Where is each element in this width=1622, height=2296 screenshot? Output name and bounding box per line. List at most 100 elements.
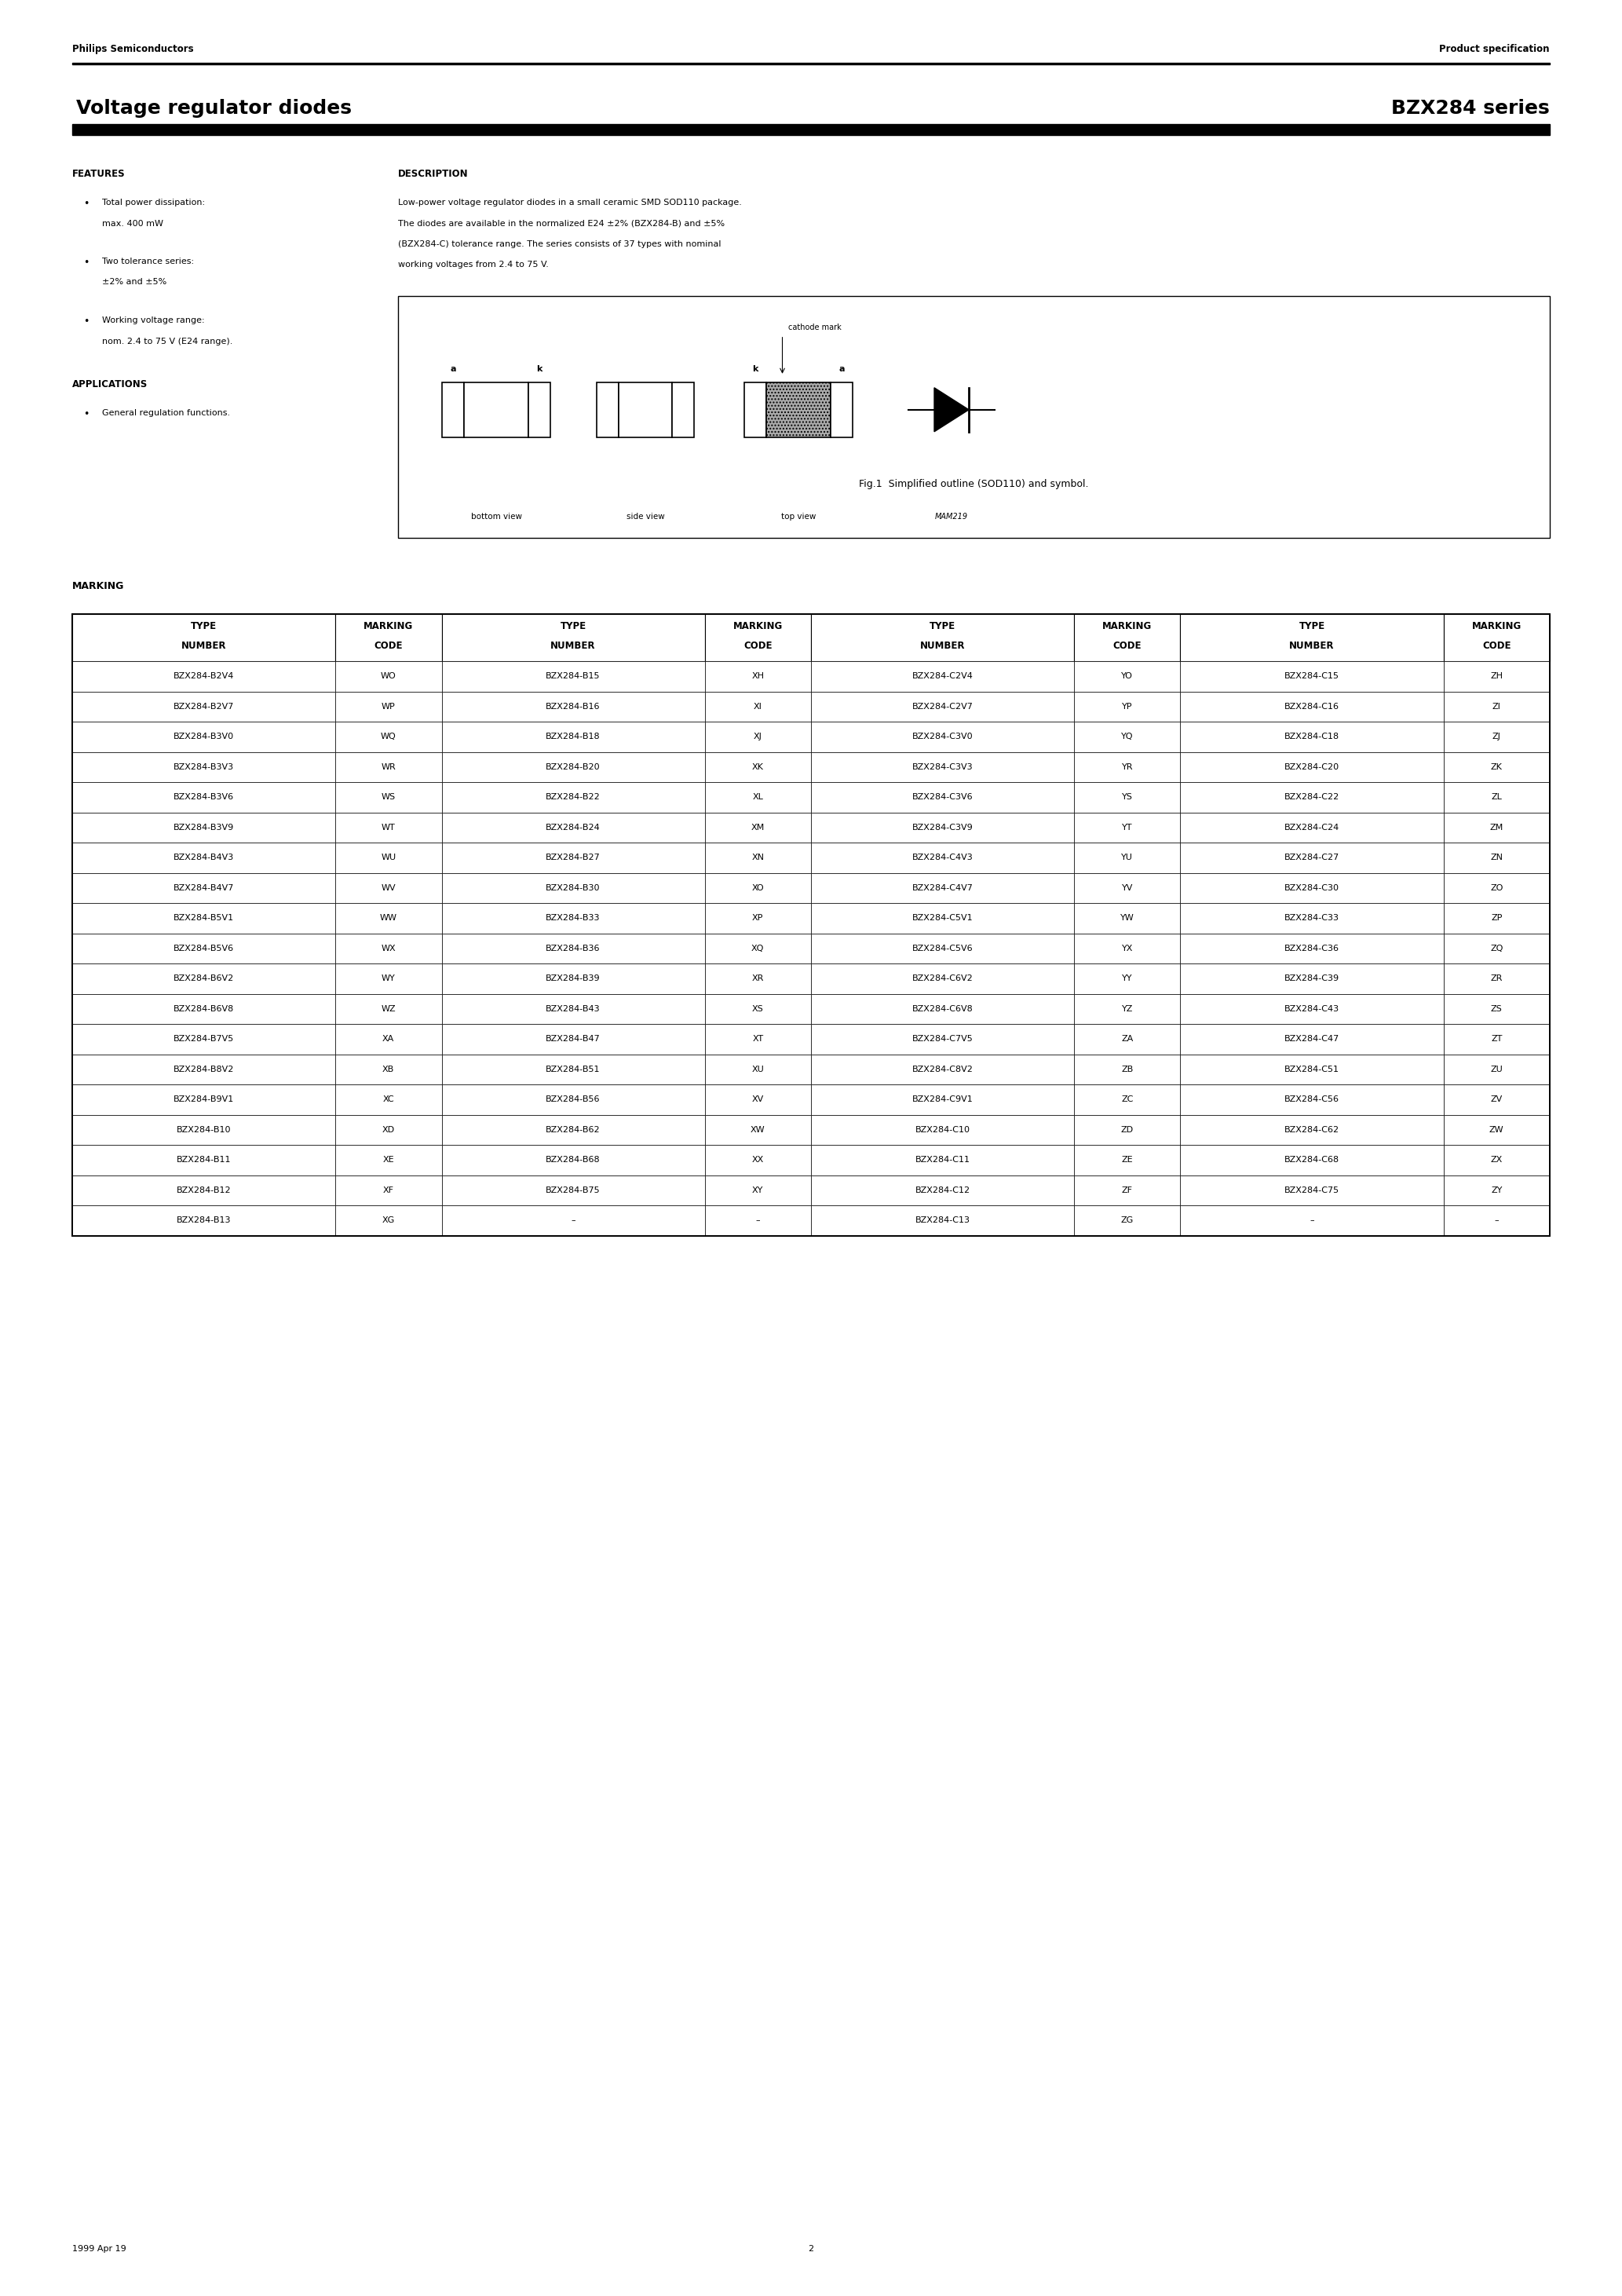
Bar xyxy=(1444,613,1549,661)
Text: MARKING: MARKING xyxy=(73,581,125,592)
Bar xyxy=(1444,661,1549,691)
Text: WS: WS xyxy=(381,794,396,801)
Bar xyxy=(1181,813,1444,843)
Text: BZX284-C5V1: BZX284-C5V1 xyxy=(912,914,973,923)
Bar xyxy=(73,721,336,751)
Bar xyxy=(1181,1114,1444,1146)
Bar xyxy=(704,932,811,964)
Text: XJ: XJ xyxy=(754,732,762,742)
Bar xyxy=(336,1205,441,1235)
Text: BZX284-C47: BZX284-C47 xyxy=(1285,1035,1340,1042)
Text: WO: WO xyxy=(381,673,396,680)
Text: BZX284-C51: BZX284-C51 xyxy=(1285,1065,1340,1072)
Text: •: • xyxy=(83,317,89,326)
Polygon shape xyxy=(934,388,968,432)
Text: BZX284-C39: BZX284-C39 xyxy=(1285,976,1340,983)
Text: 1999 Apr 19: 1999 Apr 19 xyxy=(73,2245,127,2252)
Bar xyxy=(441,843,704,872)
Bar xyxy=(811,613,1074,661)
Text: XG: XG xyxy=(383,1217,394,1224)
Text: BZX284-B6V2: BZX284-B6V2 xyxy=(174,976,234,983)
Bar xyxy=(704,872,811,902)
Text: Total power dissipation:: Total power dissipation: xyxy=(102,200,204,207)
Text: –: – xyxy=(1309,1217,1314,1224)
Bar xyxy=(811,661,1074,691)
Bar xyxy=(73,613,1549,1235)
Bar xyxy=(336,1024,441,1054)
Bar xyxy=(811,843,1074,872)
Bar xyxy=(704,613,811,661)
Bar xyxy=(73,1146,336,1176)
Text: BZX284-B5V1: BZX284-B5V1 xyxy=(174,914,234,923)
Text: Two tolerance series:: Two tolerance series: xyxy=(102,257,195,266)
Text: BZX284-C68: BZX284-C68 xyxy=(1285,1157,1340,1164)
Bar xyxy=(1181,843,1444,872)
Text: WW: WW xyxy=(380,914,397,923)
Text: –: – xyxy=(756,1217,761,1224)
Text: YT: YT xyxy=(1122,824,1132,831)
Bar xyxy=(1181,751,1444,783)
Bar xyxy=(73,813,336,843)
Text: BZX284-B24: BZX284-B24 xyxy=(545,824,600,831)
Text: CODE: CODE xyxy=(1483,641,1512,650)
Bar xyxy=(704,721,811,751)
Bar xyxy=(704,661,811,691)
Bar xyxy=(1444,1024,1549,1054)
Bar xyxy=(618,381,672,436)
Text: WX: WX xyxy=(381,944,396,953)
Bar xyxy=(1181,902,1444,932)
Text: –: – xyxy=(571,1217,576,1224)
Text: YX: YX xyxy=(1121,944,1132,953)
Bar xyxy=(811,813,1074,843)
Bar xyxy=(336,691,441,721)
Text: ZB: ZB xyxy=(1121,1065,1134,1072)
Text: ZH: ZH xyxy=(1491,673,1504,680)
Bar xyxy=(1444,1114,1549,1146)
Bar xyxy=(704,691,811,721)
Text: XR: XR xyxy=(751,976,764,983)
Text: XV: XV xyxy=(753,1095,764,1104)
Bar xyxy=(1074,783,1181,813)
Text: BZX284-C56: BZX284-C56 xyxy=(1285,1095,1340,1104)
Text: BZX284-B16: BZX284-B16 xyxy=(547,703,600,709)
Text: NUMBER: NUMBER xyxy=(550,641,595,650)
Text: APPLICATIONS: APPLICATIONS xyxy=(73,379,148,390)
Bar xyxy=(704,1114,811,1146)
Text: WY: WY xyxy=(381,976,396,983)
Bar xyxy=(73,1205,336,1235)
Bar xyxy=(744,381,766,436)
Text: XU: XU xyxy=(751,1065,764,1072)
Bar xyxy=(704,964,811,994)
Bar xyxy=(73,1114,336,1146)
Bar xyxy=(529,381,550,436)
Text: MARKING: MARKING xyxy=(1471,622,1521,631)
Bar xyxy=(443,381,464,436)
Text: BZX284-B4V7: BZX284-B4V7 xyxy=(174,884,234,891)
Text: CODE: CODE xyxy=(1113,641,1142,650)
Bar xyxy=(811,1024,1074,1054)
Text: ZN: ZN xyxy=(1491,854,1504,861)
Bar xyxy=(1074,721,1181,751)
Text: BZX284-C22: BZX284-C22 xyxy=(1285,794,1340,801)
Text: WT: WT xyxy=(381,824,396,831)
Bar xyxy=(704,783,811,813)
Bar xyxy=(397,296,1549,537)
Text: BZX284-C15: BZX284-C15 xyxy=(1285,673,1340,680)
Bar xyxy=(73,1084,336,1114)
Bar xyxy=(1074,661,1181,691)
Text: BZX284-B5V6: BZX284-B5V6 xyxy=(174,944,234,953)
Bar xyxy=(1074,964,1181,994)
Text: Philips Semiconductors: Philips Semiconductors xyxy=(73,44,193,53)
Text: BZX284-C3V9: BZX284-C3V9 xyxy=(912,824,973,831)
Text: BZX284-B75: BZX284-B75 xyxy=(547,1187,600,1194)
Text: BZX284-C10: BZX284-C10 xyxy=(915,1125,970,1134)
Bar xyxy=(1181,1084,1444,1114)
Text: BZX284-B56: BZX284-B56 xyxy=(547,1095,600,1104)
Text: BZX284-B2V4: BZX284-B2V4 xyxy=(174,673,234,680)
Text: BZX284-C16: BZX284-C16 xyxy=(1285,703,1340,709)
Text: BZX284-B6V8: BZX284-B6V8 xyxy=(174,1006,234,1013)
Bar xyxy=(336,813,441,843)
Bar xyxy=(73,124,1549,135)
Text: TYPE: TYPE xyxy=(191,622,217,631)
Text: BZX284-B27: BZX284-B27 xyxy=(545,854,600,861)
